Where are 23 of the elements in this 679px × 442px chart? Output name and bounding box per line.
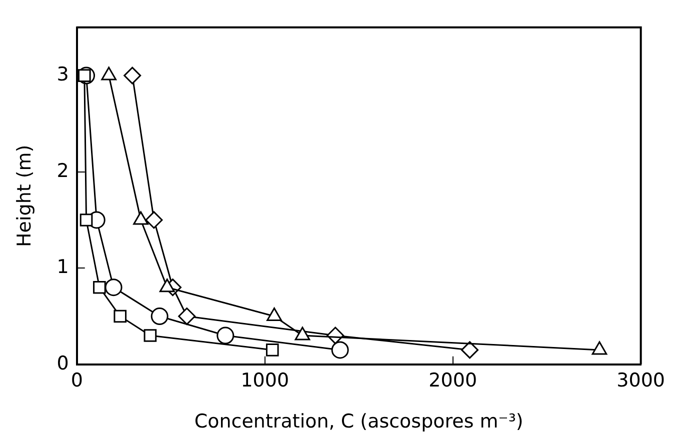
y-tick-label: 0: [56, 352, 69, 374]
point: [124, 66, 142, 84]
point: [145, 211, 163, 229]
point: [178, 308, 196, 326]
x-tick-label: 2000: [428, 370, 478, 392]
point: [80, 214, 93, 226]
y-axis-title: Height (m): [13, 144, 36, 247]
x-tick-label: 1000: [240, 370, 290, 392]
point: [461, 341, 479, 359]
x-axis-title: Concentration, C (ascospores m⁻³): [194, 410, 524, 433]
point: [93, 280, 106, 294]
y-tick-label: 3: [56, 63, 69, 86]
point: [331, 341, 349, 359]
x-tick-label: 3000: [616, 370, 666, 392]
y-tick-label: 1: [56, 256, 69, 278]
point: [266, 344, 279, 356]
y-tick-label: 2: [56, 160, 69, 182]
point: [144, 329, 157, 342]
point: [216, 326, 234, 344]
point: [150, 308, 168, 326]
x-tick-label: 0: [70, 370, 83, 392]
point: [114, 310, 127, 323]
point: [104, 278, 122, 296]
